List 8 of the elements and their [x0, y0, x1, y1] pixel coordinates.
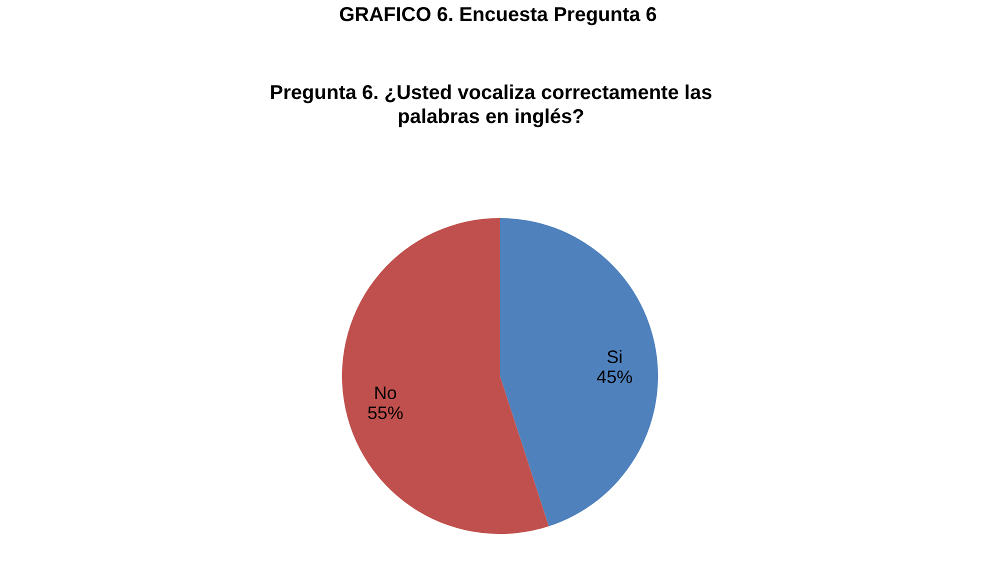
data-label: 45% [596, 366, 633, 387]
chart-title: Pregunta 6. ¿Usted vocaliza correctamente las palabras en inglés? [270, 82, 712, 128]
pie-slice [500, 218, 658, 526]
slice-label: Si [606, 346, 623, 367]
slice-label: No [374, 383, 397, 404]
data-label: 55% [367, 403, 404, 424]
text: GRAFICO 6. Encuesta Pregunta 6 [339, 4, 657, 26]
pie-slice [342, 218, 549, 534]
